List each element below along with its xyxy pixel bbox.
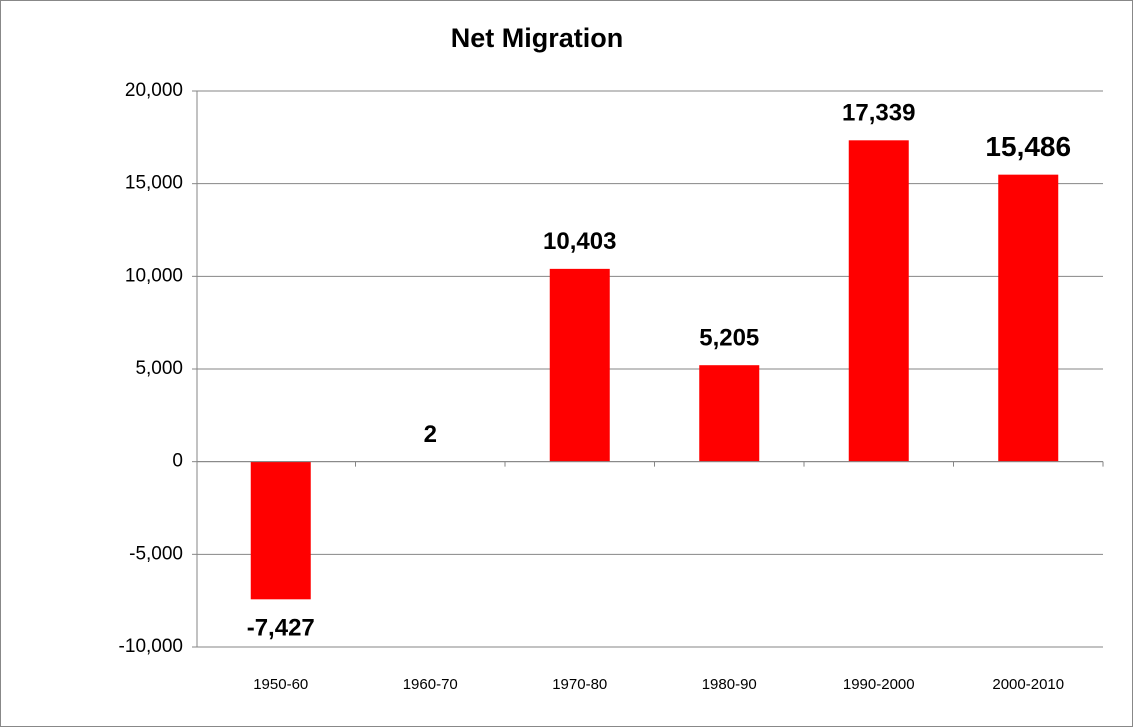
y-tick-label: -10,000 (119, 636, 183, 657)
bar (848, 140, 909, 462)
x-tick-label: 2000-2010 (992, 676, 1064, 693)
bar (998, 174, 1059, 462)
value-label: 10,403 (543, 228, 616, 255)
value-label: 5,205 (699, 325, 759, 352)
x-tick-label: 1950-60 (253, 676, 308, 693)
x-tick-label: 1960-70 (403, 676, 458, 693)
x-tick-label: 1970-80 (552, 676, 607, 693)
value-label: 15,486 (985, 131, 1071, 162)
bar (549, 268, 610, 462)
value-label: -7,427 (247, 615, 315, 642)
value-label: 2 (424, 421, 437, 448)
y-tick-label: 5,000 (135, 358, 183, 379)
y-tick-label: 10,000 (125, 265, 183, 286)
y-tick-label: 0 (172, 451, 183, 472)
value-label: 17,339 (842, 100, 915, 127)
bar (250, 461, 311, 600)
y-tick-label: 20,000 (125, 80, 183, 101)
y-tick-label: 15,000 (125, 173, 183, 194)
y-tick-label: -5,000 (129, 543, 183, 564)
bar (699, 365, 760, 462)
x-tick-label: 1990-2000 (843, 676, 915, 693)
x-tick-label: 1980-90 (702, 676, 757, 693)
chart-title: Net Migration (451, 23, 624, 53)
